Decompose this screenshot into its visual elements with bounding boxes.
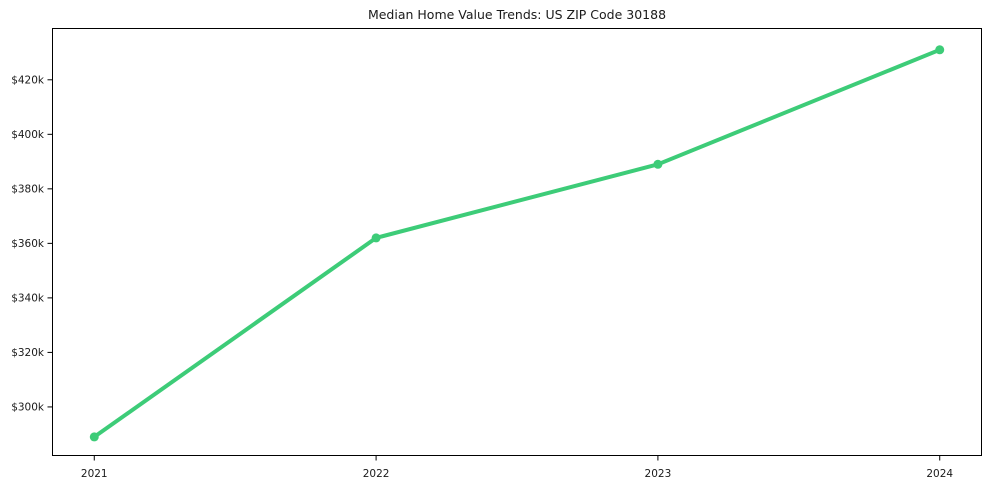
data-point-marker bbox=[935, 45, 945, 55]
y-tick-label: $300k bbox=[11, 402, 45, 414]
data-point-marker bbox=[371, 233, 381, 243]
trend-line bbox=[92, 47, 942, 439]
x-tick-label: 2022 bbox=[363, 468, 390, 480]
plot-frame bbox=[52, 28, 982, 456]
y-tick-label: $340k bbox=[11, 293, 45, 305]
y-tick-label: $360k bbox=[11, 238, 45, 250]
y-tick-label: $400k bbox=[11, 129, 45, 141]
y-tick-label: $380k bbox=[11, 184, 45, 196]
x-tick-label: 2021 bbox=[81, 468, 108, 480]
x-tick-label: 2024 bbox=[926, 468, 953, 480]
chart-title: Median Home Value Trends: US ZIP Code 30… bbox=[367, 7, 667, 22]
x-tick-label: 2023 bbox=[645, 468, 672, 480]
y-tick-label: $320k bbox=[11, 347, 45, 359]
data-point-marker bbox=[653, 159, 663, 169]
data-point-marker bbox=[89, 432, 99, 442]
y-tick-label: $420k bbox=[11, 75, 45, 87]
